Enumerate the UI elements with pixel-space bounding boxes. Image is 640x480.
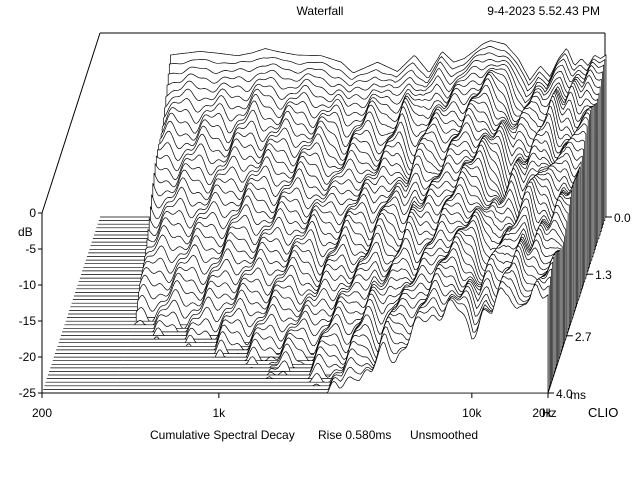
left-back-edge bbox=[41, 32, 101, 214]
x-axis-unit-label: Hz bbox=[542, 406, 557, 420]
z-tick-label: 1.3 bbox=[595, 268, 612, 282]
decay-slice bbox=[112, 283, 549, 394]
z-tick-label: 0.0 bbox=[614, 211, 631, 225]
subtitle: Cumulative Spectral Decay bbox=[150, 428, 295, 442]
chart-title: Waterfall bbox=[297, 4, 344, 18]
y-tick-label: -15 bbox=[19, 314, 37, 328]
y-tick-label: -25 bbox=[19, 386, 37, 400]
z-tick-label: 4.0 bbox=[556, 387, 573, 401]
axis-ticks: 0 -5 -10 -15 -20 -25 200 1k 10k 20k 0.0 1.3 2.7 4.0 bbox=[19, 206, 631, 420]
x-tick-label: 10k bbox=[462, 406, 482, 420]
x-tick-label: 20k bbox=[532, 406, 552, 420]
z-axis-unit-label: ms bbox=[570, 388, 586, 402]
decay-slices bbox=[42, 40, 607, 394]
rise-label: Rise 0.580ms bbox=[318, 428, 391, 442]
x-tick-label: 200 bbox=[32, 406, 52, 420]
z-tick-label: 2.7 bbox=[575, 330, 592, 344]
y-tick-label: -20 bbox=[19, 350, 37, 364]
brand-label: CLIO bbox=[588, 405, 618, 420]
y-tick-label: -5 bbox=[25, 242, 36, 256]
y-axis-label: dB bbox=[18, 225, 33, 239]
timestamp: 9-4-2023 5.52.43 PM bbox=[487, 4, 600, 18]
y-tick-label: 0 bbox=[29, 206, 36, 220]
y-tick-label: -10 bbox=[19, 278, 37, 292]
smoothing-label: Unsmoothed bbox=[410, 428, 478, 442]
x-tick-label: 1k bbox=[212, 406, 226, 420]
